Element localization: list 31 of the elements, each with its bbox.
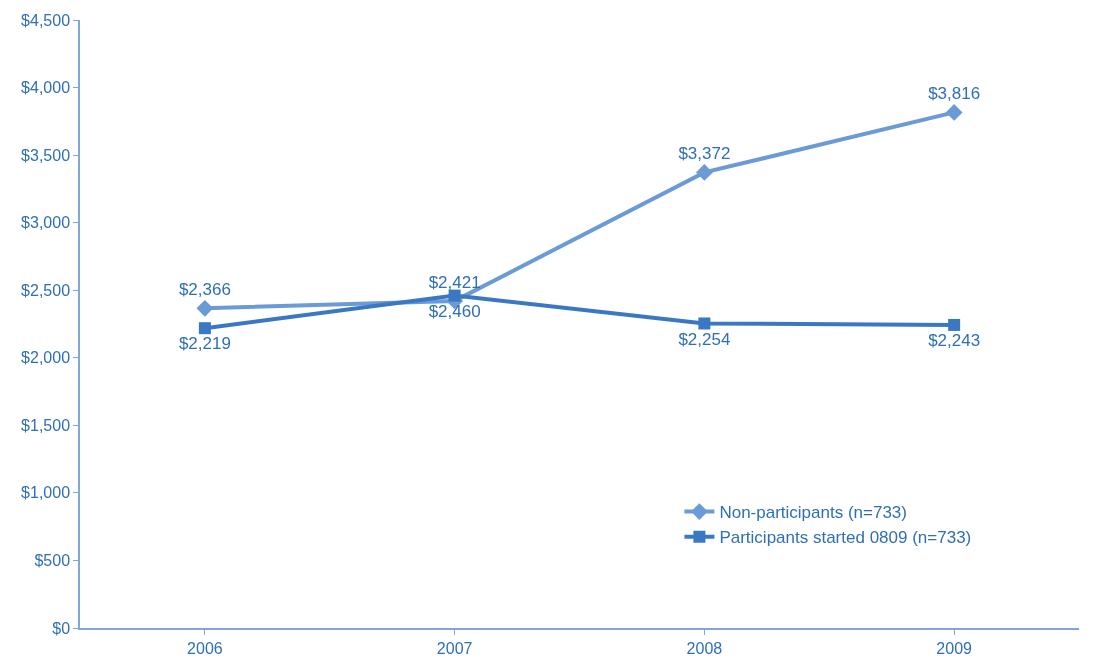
- y-tick-label: $4,500: [21, 11, 71, 29]
- y-tick-label: $4,000: [21, 79, 71, 97]
- data-label: $2,460: [428, 301, 481, 321]
- y-tick-label: $1,000: [21, 484, 71, 502]
- y-tick-label: $0: [52, 619, 71, 637]
- data-label: $2,254: [678, 329, 731, 349]
- x-tick-label: 2009: [936, 639, 973, 657]
- data-label: $2,366: [178, 279, 231, 299]
- data-label: $3,372: [678, 144, 731, 164]
- y-tick-label: $3,000: [21, 214, 71, 232]
- y-tick-label: $2,500: [21, 281, 71, 299]
- x-tick-label: 2007: [436, 639, 473, 657]
- legend-label: Non-participants (n=733): [719, 503, 907, 523]
- data-label: $2,421: [428, 272, 481, 292]
- point: [695, 163, 713, 181]
- point: [948, 318, 961, 331]
- legend-label: Participants started 0809 (n=733): [719, 528, 972, 548]
- point: [448, 289, 461, 302]
- data-label: $3,816: [928, 84, 981, 104]
- data-label: $2,219: [178, 334, 231, 354]
- x-tick-label: 2006: [187, 639, 223, 657]
- point: [196, 299, 214, 317]
- y-tick-label: $1,500: [21, 416, 71, 434]
- y-tick-label: $3,500: [21, 146, 71, 164]
- y-tick-label: $2,000: [21, 349, 71, 367]
- point: [945, 103, 963, 121]
- point: [698, 317, 711, 330]
- y-tick-label: $500: [34, 552, 71, 570]
- point: [198, 322, 211, 335]
- data-label: $2,243: [928, 331, 981, 351]
- x-tick-label: 2008: [686, 639, 723, 657]
